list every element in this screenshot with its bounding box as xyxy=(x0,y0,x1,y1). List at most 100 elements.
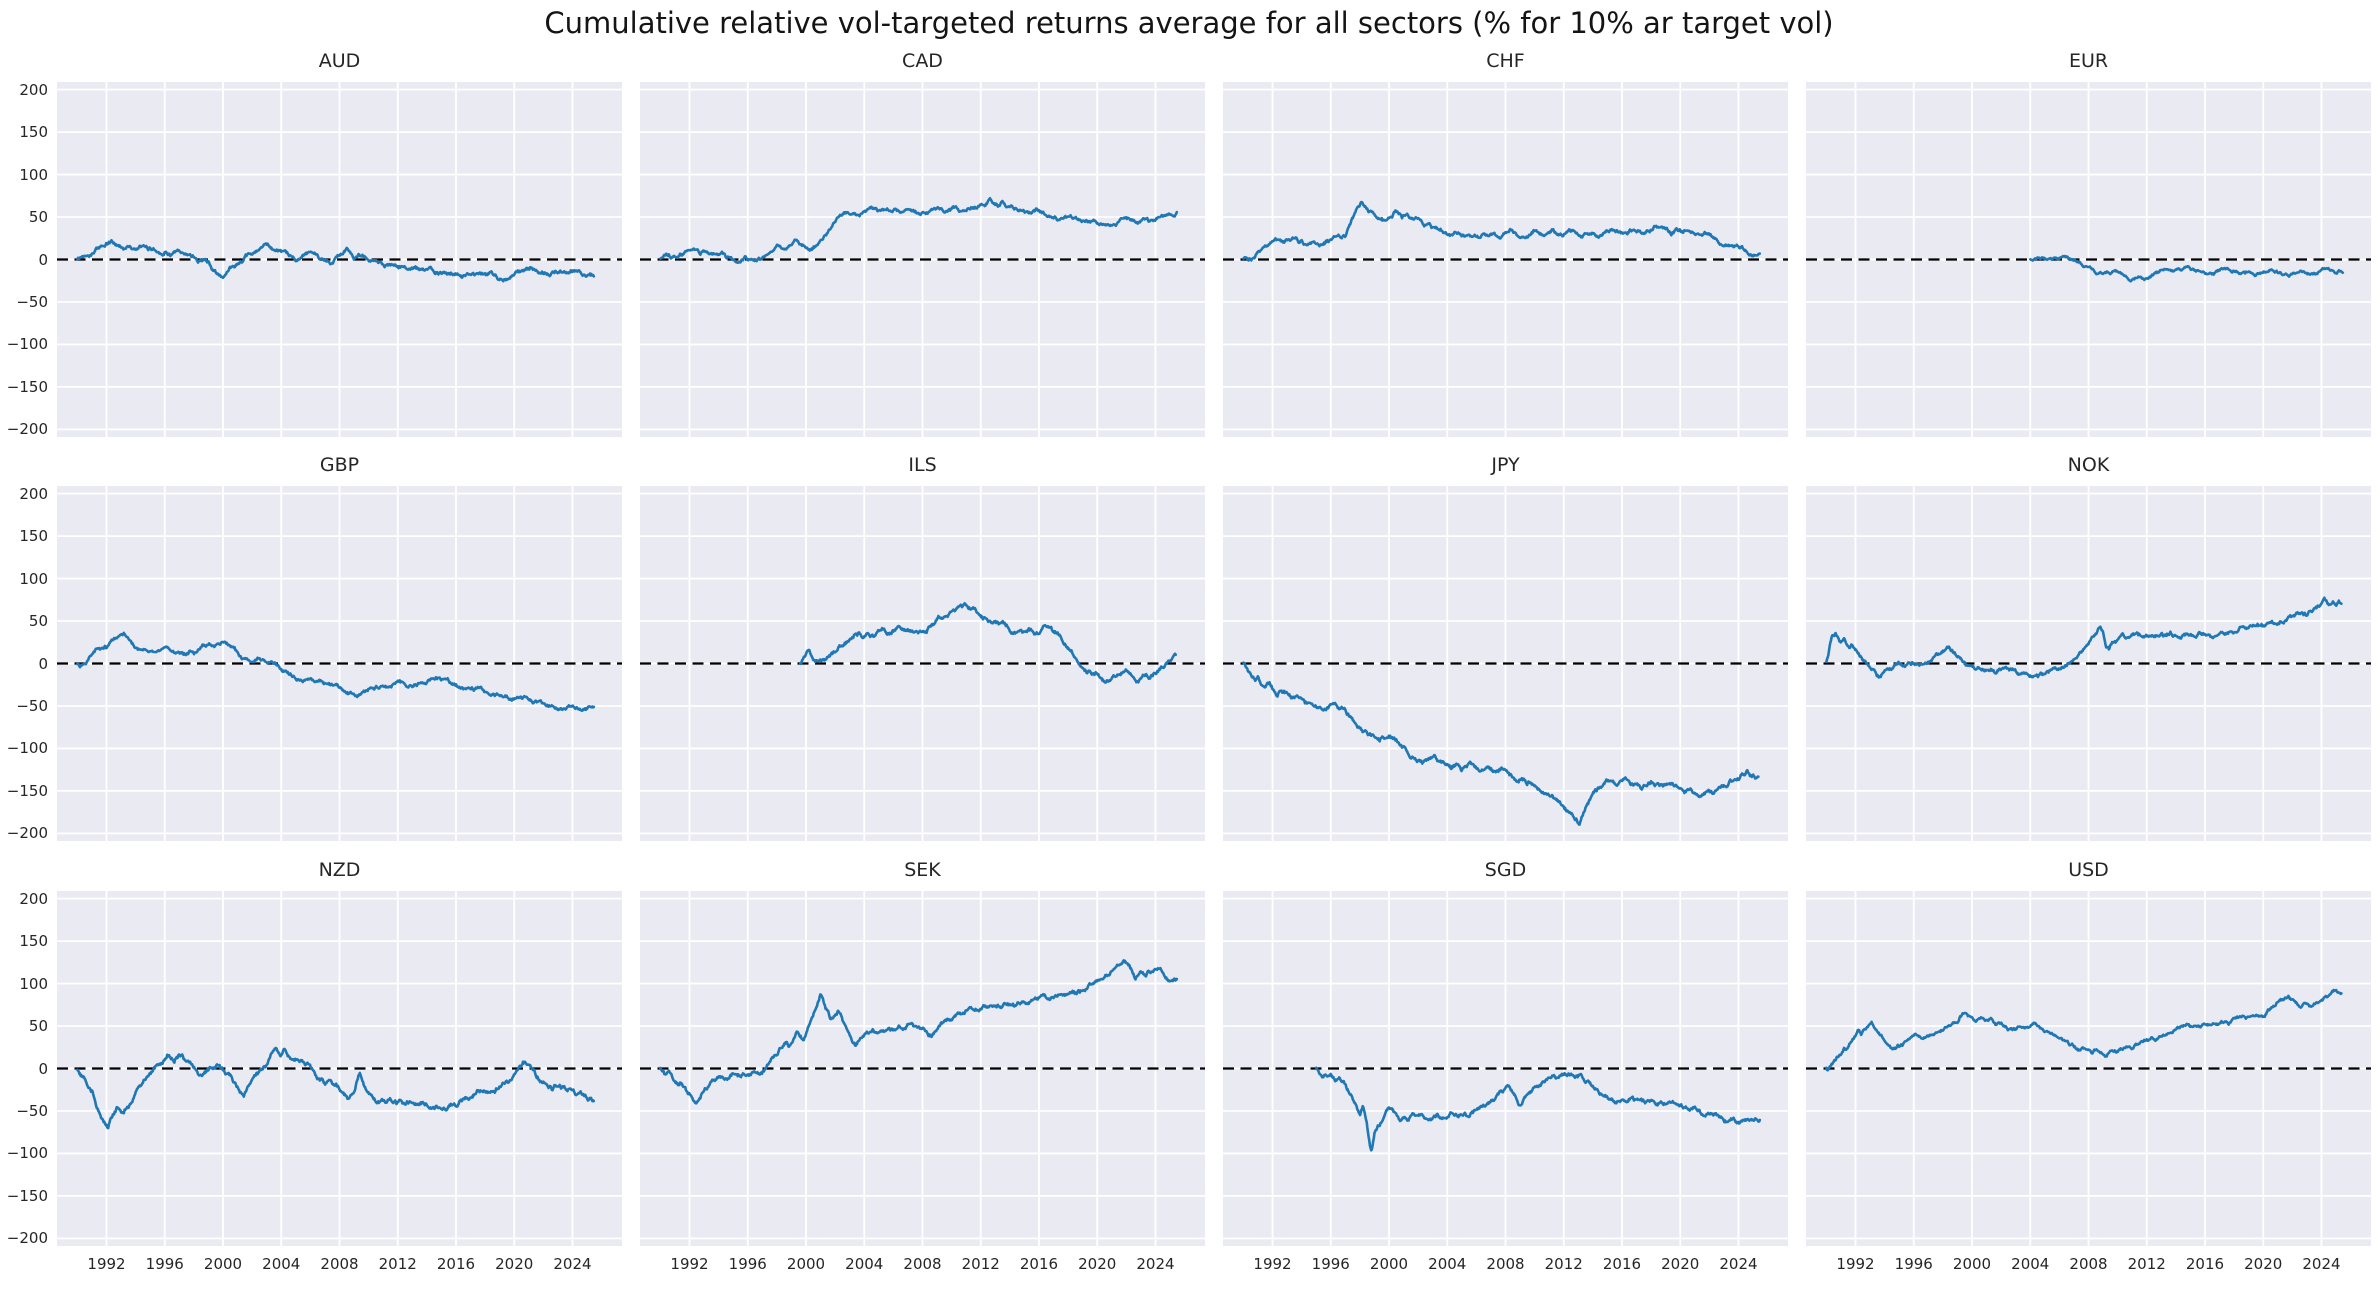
x-tick-label: 2016 xyxy=(2185,1255,2225,1273)
x-tick-label: 2000 xyxy=(786,1255,826,1273)
x-tick-label: 2012 xyxy=(2127,1255,2166,1273)
y-tick-label: 0 xyxy=(38,250,48,269)
line-plot-nok xyxy=(1806,486,2371,841)
y-tick-label: −50 xyxy=(16,1101,48,1120)
subplot-title: ILS xyxy=(908,454,937,476)
x-tick-label: 2012 xyxy=(961,1255,1000,1273)
subplot-jpy: JPY xyxy=(1223,454,1788,841)
x-tick-label: 2024 xyxy=(1136,1255,1175,1273)
x-tick-label: 2016 xyxy=(1019,1255,1059,1273)
subplot-chf: CHF xyxy=(1223,50,1788,437)
y-tick-label: −200 xyxy=(6,420,48,439)
subplot-title: AUD xyxy=(318,50,361,72)
y-tick-label: 150 xyxy=(19,932,48,951)
line-plot-aud xyxy=(57,82,622,437)
line-plot-nzd xyxy=(57,891,622,1246)
x-tick-label: 1992 xyxy=(670,1255,709,1273)
subplot-title: CAD xyxy=(902,50,943,72)
subplot-title: USD xyxy=(2068,859,2109,881)
x-tick-label: 1996 xyxy=(1894,1255,1933,1273)
line-plot-usd xyxy=(1806,891,2371,1246)
y-tick-label: −150 xyxy=(6,377,48,396)
y-tick-label: 50 xyxy=(28,1017,48,1036)
subplot-ils: ILS xyxy=(640,454,1205,841)
x-tick-label: 2004 xyxy=(1428,1255,1467,1273)
y-tick-label: 50 xyxy=(28,612,48,631)
subplot-eur: EUR xyxy=(1806,50,2371,437)
y-tick-label: 100 xyxy=(19,974,48,993)
line-plot-cad xyxy=(640,82,1205,437)
x-tick-label: 2020 xyxy=(1078,1255,1117,1273)
figure-title: Cumulative relative vol-targeted returns… xyxy=(544,6,1834,40)
subplot-title: EUR xyxy=(2068,50,2109,72)
y-tick-label: −200 xyxy=(6,824,48,843)
x-tick-label: 2020 xyxy=(495,1255,534,1273)
x-tick-label: 2024 xyxy=(2302,1255,2341,1273)
y-tick-label: −100 xyxy=(6,739,48,758)
x-tick-label: 2024 xyxy=(1719,1255,1758,1273)
y-tick-label: −150 xyxy=(6,781,48,800)
y-tick-label: 200 xyxy=(19,80,48,99)
y-tick-label: −150 xyxy=(6,1186,48,1205)
subplot-title: SGD xyxy=(1484,859,1527,881)
y-tick-label: −50 xyxy=(16,696,48,715)
x-tick-label: 2016 xyxy=(1602,1255,1642,1273)
y-tick-label: −200 xyxy=(6,1229,48,1248)
subplot-sek: SEK xyxy=(640,859,1205,1246)
x-tick-label: 2008 xyxy=(2069,1255,2108,1273)
x-tick-label: 2020 xyxy=(1661,1255,1700,1273)
subplot-nok: NOK xyxy=(1806,454,2371,841)
subplot-title: SEK xyxy=(904,859,941,881)
x-tick-label: 2024 xyxy=(553,1255,592,1273)
y-tick-label: 100 xyxy=(19,165,48,184)
y-tick-label: 50 xyxy=(28,208,48,227)
y-tick-label: −50 xyxy=(16,292,48,311)
line-plot-chf xyxy=(1223,82,1788,437)
subplot-aud: AUD xyxy=(57,50,622,437)
subplot-title: NZD xyxy=(318,859,361,881)
subplot-usd: USD xyxy=(1806,859,2371,1246)
line-plot-sgd xyxy=(1223,891,1788,1246)
x-tick-label: 2000 xyxy=(203,1255,243,1273)
y-tick-label: 200 xyxy=(19,889,48,908)
subplot-title: GBP xyxy=(319,454,360,476)
subplot-gbp: GBP xyxy=(57,454,622,841)
x-tick-label: 2000 xyxy=(1952,1255,1992,1273)
y-tick-label: 150 xyxy=(19,123,48,142)
x-tick-label: 1996 xyxy=(145,1255,184,1273)
x-tick-label: 2012 xyxy=(378,1255,417,1273)
subplot-title: NOK xyxy=(2067,454,2110,476)
y-tick-label: 0 xyxy=(38,1059,48,1078)
line-plot-gbp xyxy=(57,486,622,841)
x-tick-label: 1996 xyxy=(1311,1255,1350,1273)
x-tick-label: 2008 xyxy=(1486,1255,1525,1273)
x-tick-label: 2004 xyxy=(262,1255,301,1273)
y-tick-label: −100 xyxy=(6,1144,48,1163)
subplot-title: CHF xyxy=(1486,50,1525,72)
x-tick-label: 2004 xyxy=(845,1255,884,1273)
x-tick-label: 1992 xyxy=(87,1255,126,1273)
x-tick-label: 1992 xyxy=(1836,1255,1875,1273)
subplot-sgd: SGD xyxy=(1223,859,1788,1246)
y-tick-label: 0 xyxy=(38,654,48,673)
line-plot-eur xyxy=(1806,82,2371,437)
y-tick-label: 200 xyxy=(19,484,48,503)
line-plot-sek xyxy=(640,891,1205,1246)
subplot-title: JPY xyxy=(1491,454,1520,476)
y-tick-label: −100 xyxy=(6,335,48,354)
x-tick-label: 1996 xyxy=(728,1255,767,1273)
subplot-cad: CAD xyxy=(640,50,1205,437)
line-plot-jpy xyxy=(1223,486,1788,841)
x-tick-label: 2012 xyxy=(1544,1255,1583,1273)
y-tick-label: 150 xyxy=(19,527,48,546)
x-tick-label: 2008 xyxy=(320,1255,359,1273)
x-tick-label: 2020 xyxy=(2244,1255,2283,1273)
line-plot-ils xyxy=(640,486,1205,841)
x-tick-label: 1992 xyxy=(1253,1255,1292,1273)
x-tick-label: 2000 xyxy=(1369,1255,1409,1273)
x-tick-label: 2016 xyxy=(436,1255,476,1273)
y-tick-label: 100 xyxy=(19,569,48,588)
subplot-nzd: NZD xyxy=(57,859,622,1246)
x-tick-label: 2004 xyxy=(2011,1255,2050,1273)
